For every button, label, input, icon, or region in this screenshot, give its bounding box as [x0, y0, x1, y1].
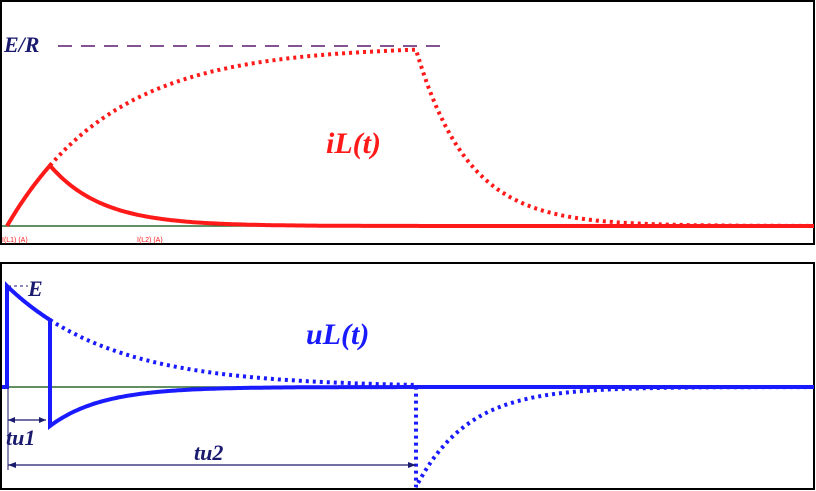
level-label-e: E: [27, 276, 43, 301]
iL2-dotted-curve: [48, 47, 814, 228]
level-label-e-over-r: E/R: [3, 32, 39, 57]
tu1-arrowhead-left: [8, 417, 15, 423]
legend-il2: I(L2) (A): [137, 237, 163, 244]
uL1-solid-curve: [2, 281, 814, 430]
current-curve-label: iL(t): [326, 127, 381, 160]
voltage-panel: E uL(t) tu1 tu2: [0, 262, 815, 490]
legend-il1: I(L1) (A): [2, 237, 28, 244]
tu2-arrowhead-left: [8, 462, 16, 468]
tu2-arrowhead-right: [408, 462, 416, 468]
tu1-label: tu1: [6, 425, 35, 450]
iL1-solid-curve: [5, 162, 814, 228]
tu1-arrowhead-right: [39, 417, 46, 423]
tu2-dimension: tu2: [7, 388, 416, 470]
tu2-label: tu2: [194, 440, 223, 465]
voltage-panel-frame: [0, 262, 815, 490]
voltage-curve-label: uL(t): [306, 318, 369, 351]
current-panel: E/R iL(t) I(L1) (A) I(L2) (A): [0, 0, 815, 245]
current-panel-frame: [0, 0, 815, 245]
tu1-dimension: tu1: [6, 417, 46, 450]
